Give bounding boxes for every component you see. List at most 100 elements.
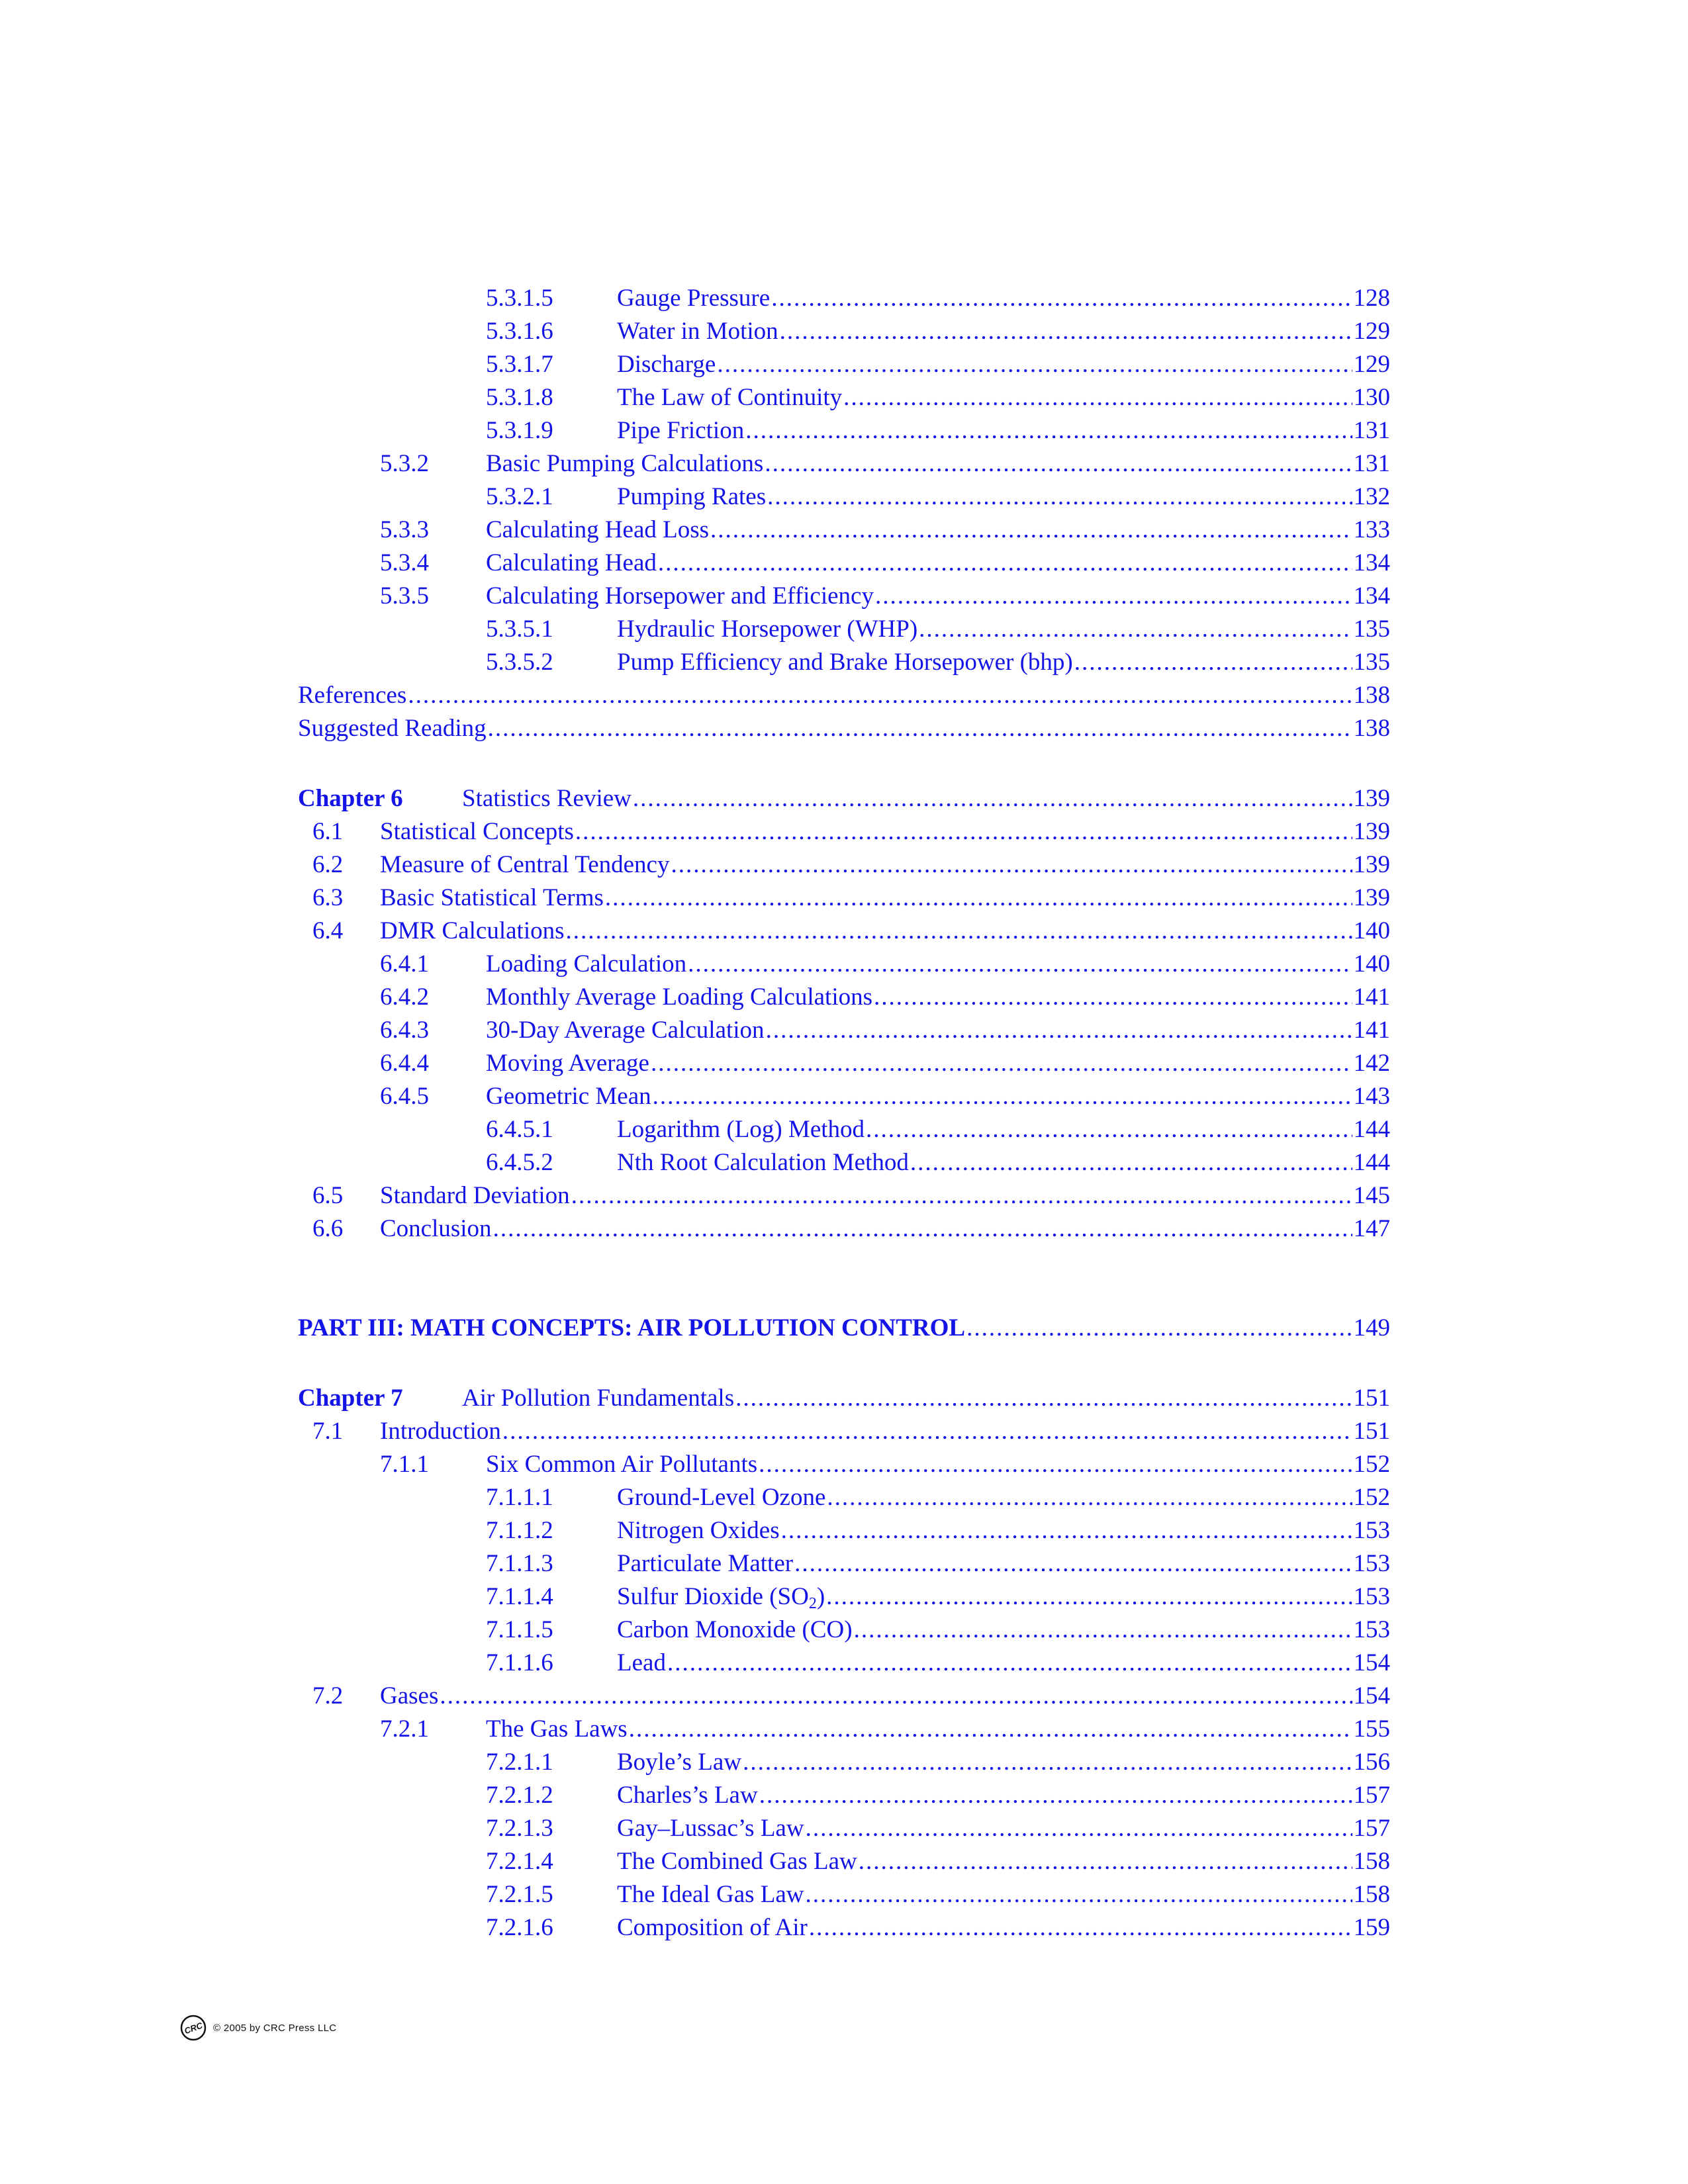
toc-entry-number: 5.3.1.9 [486,417,553,444]
toc-entry-number: 6.5 [312,1182,344,1209]
dot-leader: ........................................… [652,1083,1352,1110]
toc-entry[interactable]: 6.2 Measure of Central Tendency..........… [298,848,1390,882]
toc-entry-title: Gauge Pressure [617,282,770,315]
dot-leader: ........................................… [874,983,1352,1011]
toc-entry[interactable]: 6.4.5.2 Nth Root Calculation Method......… [298,1146,1390,1179]
toc-entry[interactable]: 7.2.1.3 Gay–Lussac’s Law.................… [298,1812,1390,1845]
toc-entry-title-text: Basic Pumping Calculations [486,450,764,477]
toc-entry-title: Carbon Monoxide (CO) [617,1614,853,1647]
toc-entry-title-text: The Ideal Gas Law [617,1881,804,1908]
toc-entry[interactable]: 6.1 Statistical Concepts.................… [298,815,1390,848]
toc-entry-title-text: Statistics Review [462,785,632,812]
toc-entry[interactable]: 7.1.1.5 Carbon Monoxide (CO).............… [298,1614,1390,1647]
dot-leader: ........................................… [866,1116,1352,1143]
toc-entry-title-text: Composition of Air [617,1914,808,1941]
toc-entry-title: Six Common Air Pollutants [486,1448,757,1481]
dot-leader: ........................................… [808,1914,1352,1941]
toc-entry-page-number: 139 [1353,785,1391,812]
toc-entry-title-text: Suggested Reading [298,715,487,742]
toc-entry-page-number: 153 [1353,1517,1391,1544]
toc-entry-page-number: 140 [1353,917,1391,944]
dot-leader: ........................................… [667,1649,1352,1676]
toc-entry[interactable]: 6.4.5 Geometric Mean.....................… [298,1080,1390,1113]
toc-entry[interactable]: 5.3.1.8 The Law of Continuity............… [298,381,1390,414]
toc-entry-page-number: 158 [1353,1881,1391,1908]
toc-entry-page-number: 139 [1353,818,1391,845]
toc-entry[interactable]: 7.2.1.6 Composition of Air...............… [298,1911,1390,1944]
toc-entry[interactable]: 6.3 Basic Statistical Terms..............… [298,882,1390,915]
toc-entry-number: 5.3.2.1 [486,483,553,510]
toc-entry-title: The Ideal Gas Law [617,1878,804,1911]
toc-entry[interactable]: 5.3.1.5 Gauge Pressure...................… [298,282,1390,315]
toc-entry-title: The Law of Continuity [617,381,842,414]
toc-entry[interactable]: 7.2.1 The Gas Laws.......................… [298,1713,1390,1746]
toc-entry[interactable]: 6.6 Conclusion...........................… [298,1212,1390,1246]
toc-entry-title-text: Loading Calculation [486,950,687,978]
copyright-text: © 2005 by CRC Press LLC [213,2022,337,2034]
toc-entry[interactable]: 7.1.1.6 Lead.............................… [298,1647,1390,1680]
toc-entry[interactable]: 5.3.2.1 Pumping Rates....................… [298,480,1390,514]
toc-entry-number: Chapter 7 [298,1385,403,1412]
toc-entry-page-number: 138 [1353,715,1391,742]
toc-entry-title-text: Nth Root Calculation Method [617,1149,909,1176]
toc-entry[interactable]: Suggested Reading.......................… [298,712,1390,745]
toc-entry[interactable]: 5.3.2 Basic Pumping Calculations.........… [298,447,1390,480]
toc-entry[interactable]: 6.5 Standard Deviation...................… [298,1179,1390,1212]
dot-leader: ........................................… [632,785,1352,812]
toc-entry-number: 6.4.2 [380,983,429,1011]
toc-entry[interactable]: 5.3.4 Calculating Head...................… [298,547,1390,580]
toc-entry-page-number: 142 [1353,1050,1391,1077]
toc-entry[interactable]: 7.2.1.2 Charles’s Law....................… [298,1779,1390,1812]
toc-entry[interactable]: 6.4.2 Monthly Average Loading Calculation… [298,981,1390,1014]
toc-entry[interactable]: 6.4.3 30-Day Average Calculation.........… [298,1014,1390,1047]
toc-chapter-entry[interactable]: Chapter 7 Air Pollution Fundamentals.....… [298,1382,1390,1415]
toc-entry[interactable]: 7.1 Introduction.........................… [298,1415,1390,1448]
toc-entry-page-number: 131 [1353,417,1391,444]
toc-entry[interactable]: 6.4 DMR Calculations.....................… [298,915,1390,948]
toc-entry[interactable]: 7.1.1.3 Particulate Matter...............… [298,1547,1390,1580]
toc-entry[interactable]: 5.3.5.2 Pump Efficiency and Brake Horsepo… [298,646,1390,679]
dot-leader: ........................................… [759,1451,1352,1478]
toc-entry[interactable]: 6.4.1 Loading Calculation................… [298,948,1390,981]
toc-entry-page-number: 134 [1353,582,1391,610]
toc-entry-title-text: Pump Efficiency and Brake Horsepower (bh… [617,649,1073,676]
toc-entry[interactable]: 5.3.1.9 Pipe Friction....................… [298,414,1390,447]
toc-entry-number: 5.3.5.2 [486,649,553,676]
toc-entry-page-number: 135 [1353,615,1391,643]
toc-chapter-entry[interactable]: Chapter 6 Statistics Review..............… [298,782,1390,815]
toc-entry-number: Chapter 6 [298,785,403,812]
dot-leader: ........................................… [1074,649,1352,676]
toc-entry[interactable]: 6.4.4 Moving Average.....................… [298,1047,1390,1080]
toc-entry-title-text: Geometric Mean [486,1083,651,1110]
toc-entry[interactable]: 7.1.1.2 Nitrogen Oxides..................… [298,1514,1390,1547]
toc-entry[interactable]: 5.3.1.7 Discharge........................… [298,348,1390,381]
toc-entry-page-number: 134 [1353,549,1391,576]
toc-entry[interactable]: References..............................… [298,679,1390,712]
toc-entry[interactable]: 7.1.1.4 Sulfur Dioxide (SO2).............… [298,1580,1390,1614]
toc-entry-title-text: Nitrogen Oxides [617,1517,780,1544]
toc-part-entry[interactable]: PART III: MATH CONCEPTS: AIR POLLUTION C… [298,1312,1390,1345]
toc-entry-title-text: Gay–Lussac’s Law [617,1815,804,1842]
toc-entry-page-number: 151 [1353,1418,1391,1445]
toc-entry-title-text: 30-Day Average Calculation [486,1017,765,1044]
dot-leader: ........................................… [853,1616,1352,1643]
toc-entry[interactable]: 7.2.1.5 The Ideal Gas Law................… [298,1878,1390,1911]
toc-entry[interactable]: 7.2 Gases................................… [298,1680,1390,1713]
toc-entry[interactable]: 7.2.1.1 Boyle’s Law......................… [298,1746,1390,1779]
toc-entry-title-text: Standard Deviation [380,1182,570,1209]
toc-entry[interactable]: 6.4.5.1 Logarithm (Log) Method...........… [298,1113,1390,1146]
toc-entry-page-number: 141 [1353,983,1391,1011]
toc-entry[interactable]: 7.1.1 Six Common Air Pollutants..........… [298,1448,1390,1481]
toc-entry-page-number: 130 [1353,384,1391,411]
toc-entry-page-number: 152 [1353,1451,1391,1478]
toc-entry[interactable]: 5.3.3 Calculating Head Loss..............… [298,514,1390,547]
toc-entry-title: Boyle’s Law [617,1746,741,1779]
toc-entry[interactable]: 5.3.1.6 Water in Motion..................… [298,315,1390,348]
toc-entry[interactable]: 5.3.5 Calculating Horsepower and Efficien… [298,580,1390,613]
toc-entry[interactable]: 5.3.5.1 Hydraulic Horsepower (WHP).......… [298,613,1390,646]
toc-entry-number: 7.2.1.4 [486,1848,553,1875]
toc-entry-number: 7.2.1.2 [486,1782,553,1809]
toc-entry-title-text: Monthly Average Loading Calculations [486,983,872,1011]
toc-entry[interactable]: 7.2.1.4 The Combined Gas Law.............… [298,1845,1390,1878]
toc-entry[interactable]: 7.1.1.1 Ground-Level Ozone...............… [298,1481,1390,1514]
